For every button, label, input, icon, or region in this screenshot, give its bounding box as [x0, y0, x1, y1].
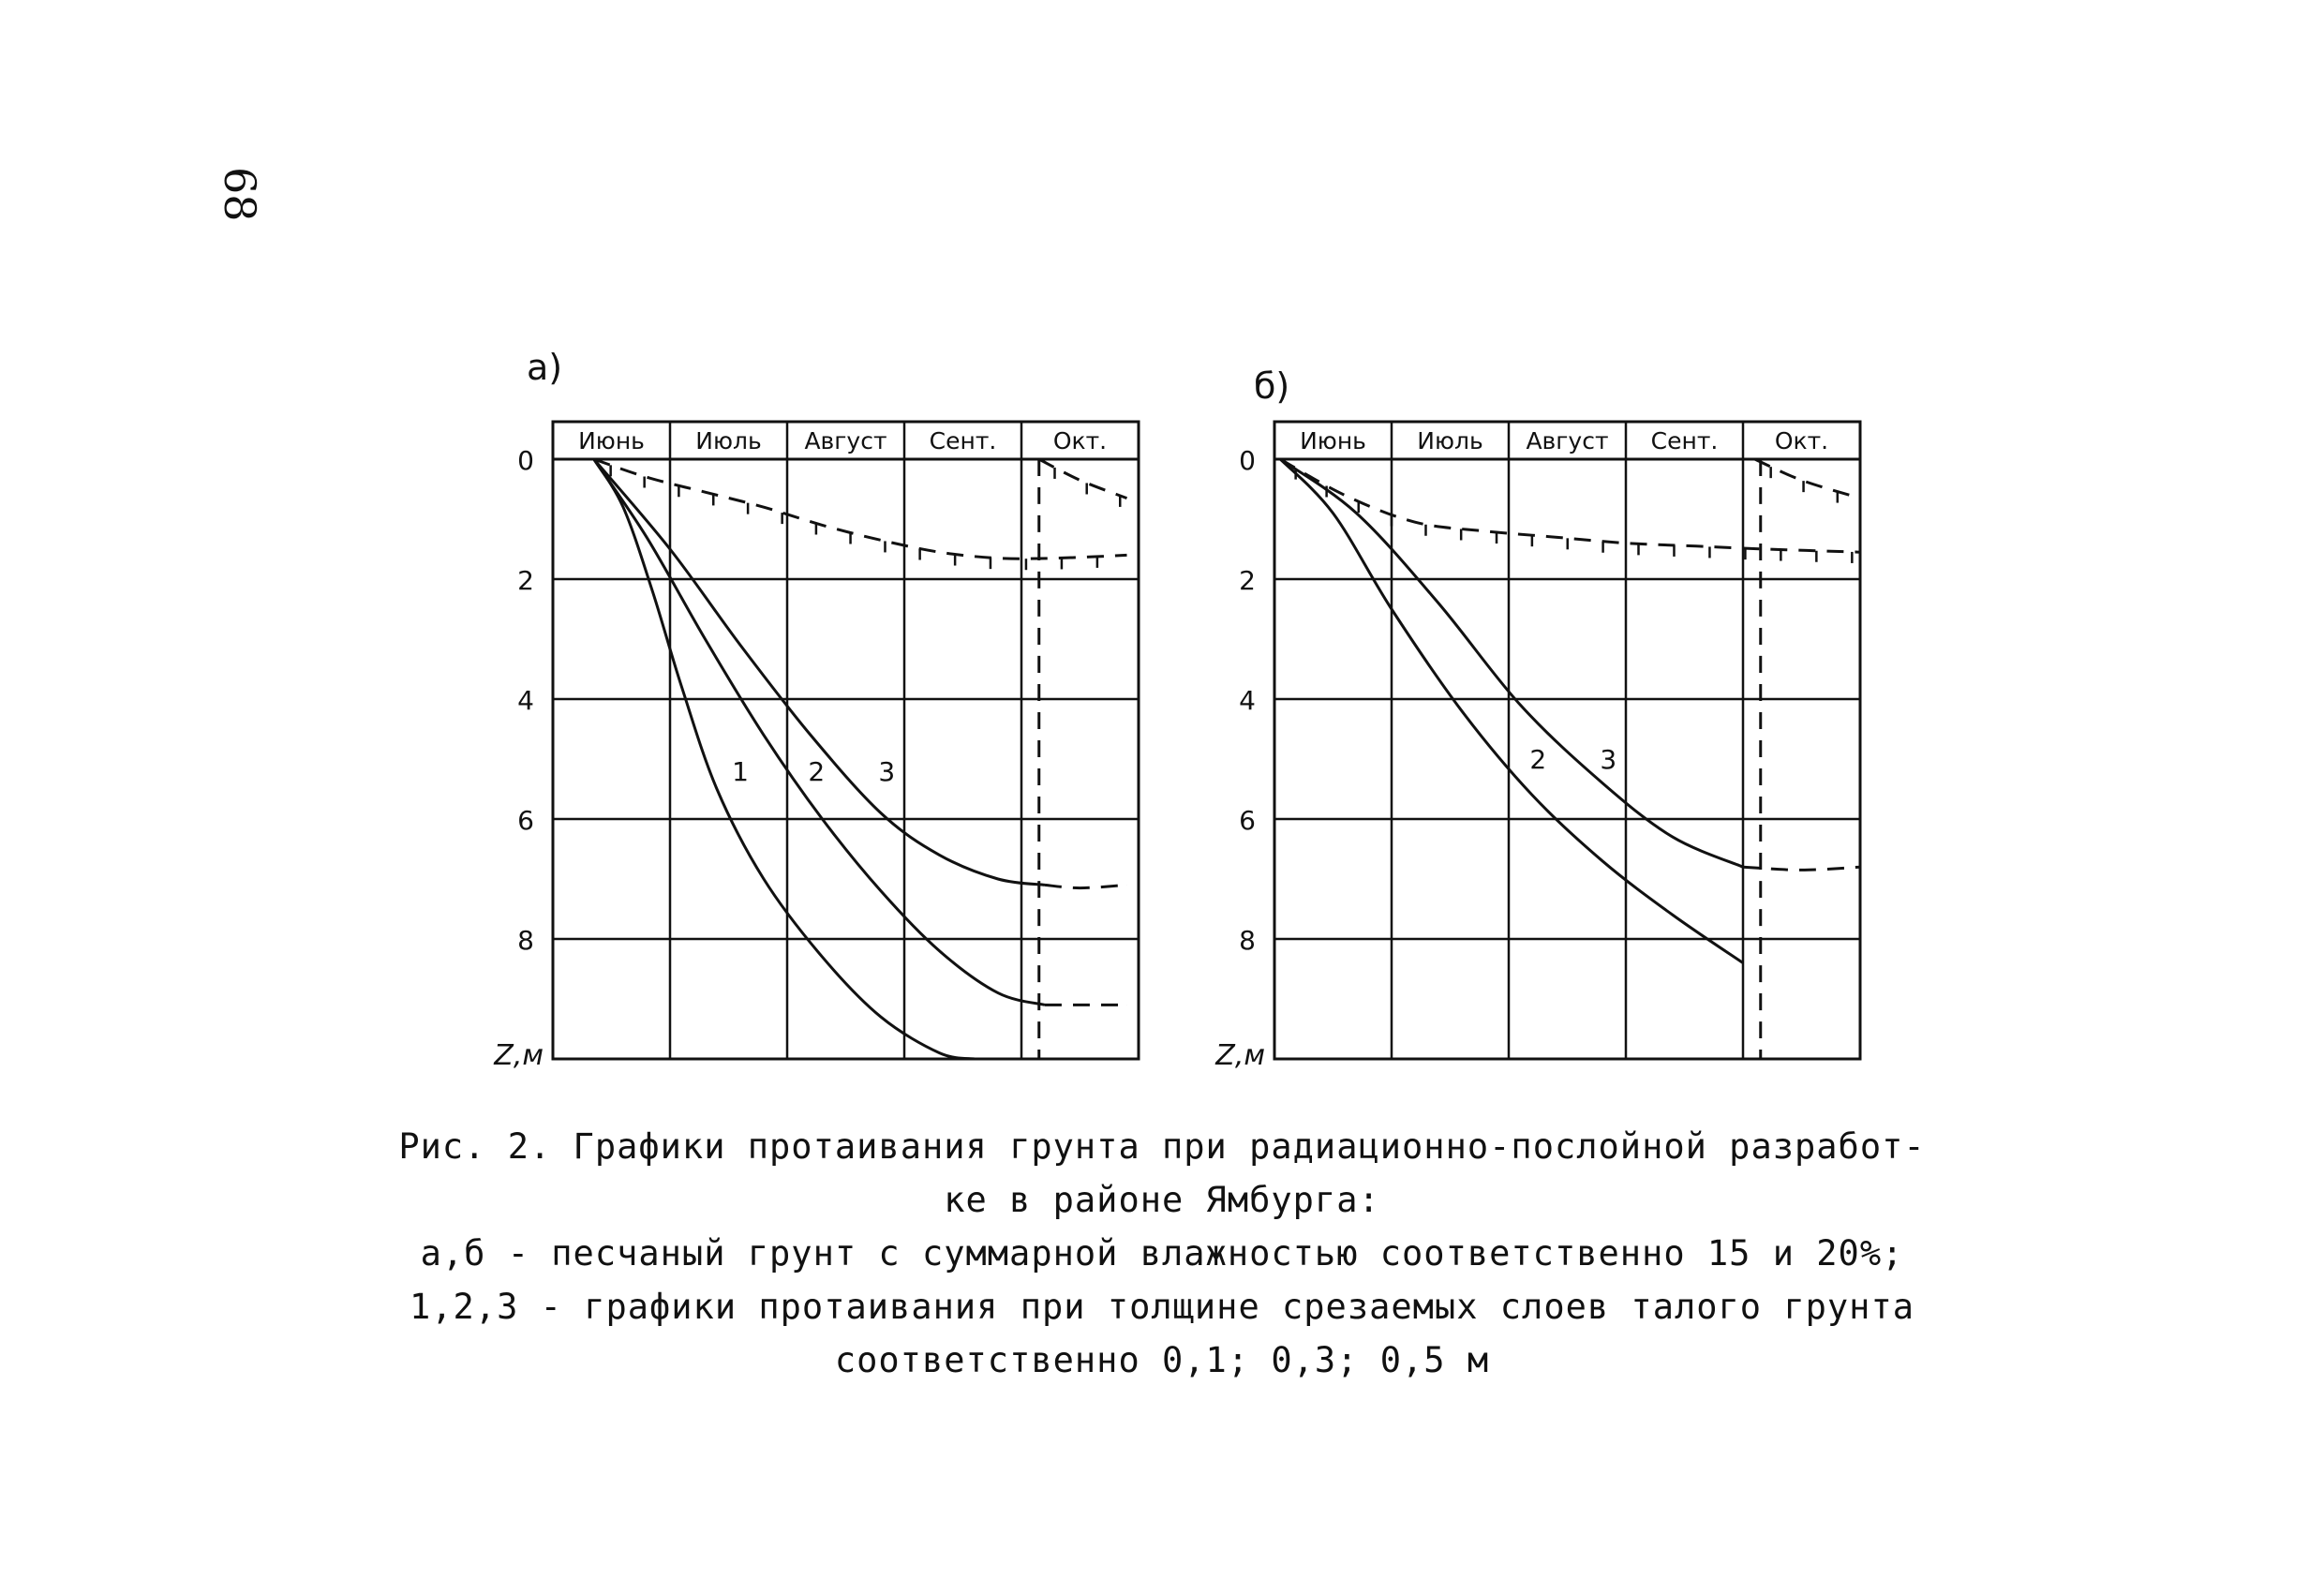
y-axis-label: Z,м [493, 1039, 544, 1072]
curve-label: 2 [1529, 744, 1546, 775]
caption-line-5: соответственно 0,1; 0,3; 0,5 м [834, 1340, 1490, 1380]
curve-label: 3 [878, 756, 895, 787]
caption-line-2: ке в районе Ямбурга: [944, 1180, 1380, 1220]
y-tick-label: 6 [1239, 805, 1256, 836]
series-line-oct-front [1038, 457, 1128, 500]
series-line-1 [592, 458, 976, 1061]
panel-label-a: а) [527, 347, 563, 388]
series-line-3 [1279, 457, 1744, 869]
month-label: Сент. [1651, 427, 1719, 454]
month-label: Июнь [1300, 427, 1366, 454]
series-line-3-oct [1044, 883, 1127, 890]
caption-line-3: а,б - песчаный грунт с суммарной влажнос… [420, 1233, 1904, 1274]
figure-caption: Рис. 2. Графики протаивания грунта при р… [300, 1120, 2024, 1387]
month-label: Июль [1417, 427, 1482, 454]
month-label: Окт. [1053, 427, 1107, 454]
series-line-frost [593, 457, 1127, 560]
month-label: Август [804, 427, 886, 454]
series-line-oct-front [1753, 457, 1861, 500]
chart-a: Июнь Июль Август Сент. Окт. 0 2 4 6 8 Z,м 1 2 3 [493, 420, 1140, 1072]
month-label: Август [1526, 427, 1608, 454]
y-tick-label: 0 [517, 445, 534, 476]
caption-line-4: 1,2,3 - графики протаивания при толщине … [409, 1287, 1915, 1327]
curve-label: 2 [808, 756, 825, 787]
y-axis-label: Z,м [1214, 1039, 1265, 1072]
y-tick-label: 8 [1239, 925, 1256, 956]
series-line-2 [1279, 457, 1744, 964]
y-tick-label: 2 [1239, 565, 1256, 596]
panel-label-b: б) [1254, 365, 1290, 407]
y-tick-label: 2 [517, 565, 534, 596]
month-label: Июль [695, 427, 761, 454]
chart-frame [1273, 420, 1862, 1061]
curve-label: 3 [1600, 744, 1616, 775]
month-label: Окт. [1775, 427, 1828, 454]
page-number: 68 [215, 167, 265, 222]
curve-label: 1 [732, 756, 749, 787]
month-label: Июнь [578, 427, 645, 454]
y-tick-label: 4 [517, 685, 534, 716]
chart-frame [551, 420, 1140, 1061]
y-tick-label: 8 [517, 925, 534, 956]
month-label: Сент. [930, 427, 997, 454]
caption-line-1: Рис. 2. Графики протаивания грунта при р… [398, 1126, 1926, 1167]
series-line-2 [592, 458, 1046, 1006]
series-line-frost [1279, 457, 1861, 554]
y-tick-label: 0 [1239, 445, 1256, 476]
y-tick-label: 4 [1239, 685, 1256, 716]
y-tick-label: 6 [517, 805, 534, 836]
chart-b: Июнь Июль Август Сент. Окт. 0 2 4 6 8 Z,м 2 3 [1214, 420, 1862, 1072]
